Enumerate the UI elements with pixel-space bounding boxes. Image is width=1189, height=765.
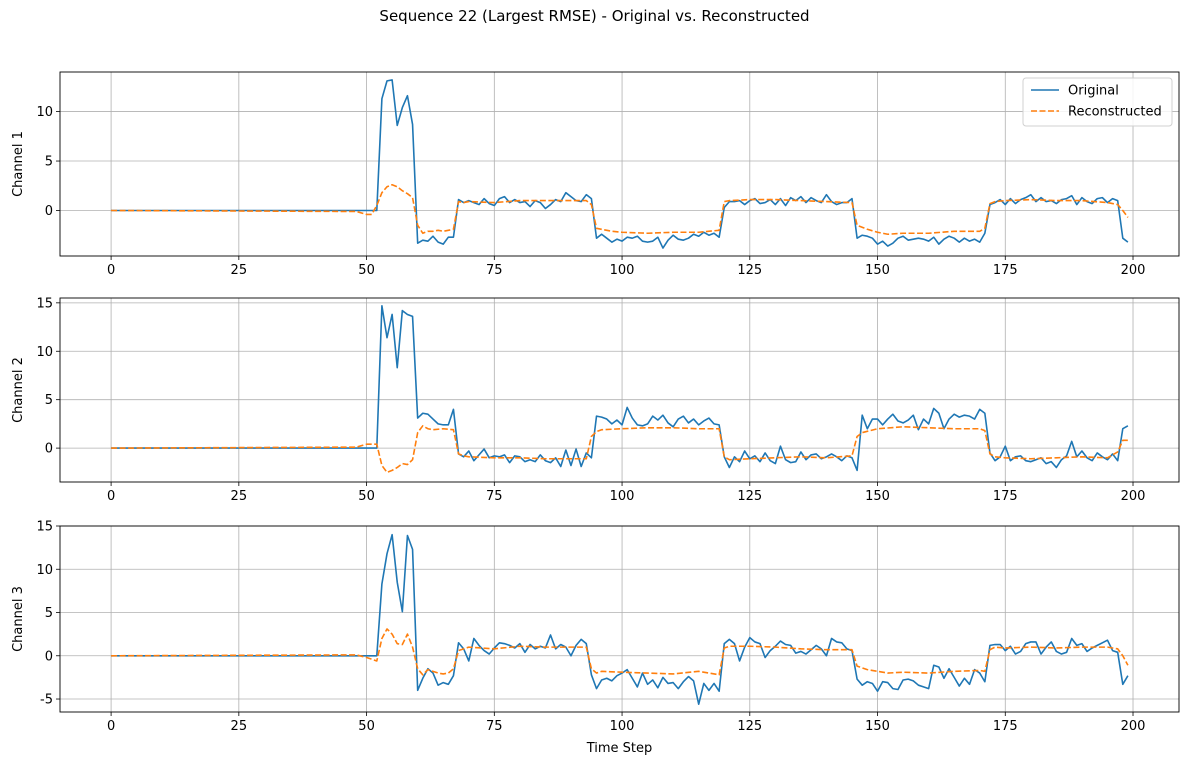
plot-frame <box>59 297 1180 483</box>
series-line-original <box>111 533 1129 706</box>
x-tick-label: 200 <box>1121 719 1146 734</box>
y-axis-label: Channel 2 <box>11 357 26 423</box>
y-tick-label: 10 <box>36 345 53 360</box>
legend-box <box>1022 77 1173 127</box>
y-tick-label: 5 <box>45 606 53 621</box>
y-axis-label: Channel 3 <box>11 586 26 652</box>
legend-label-original: Original <box>1068 84 1119 99</box>
x-tick-label: 100 <box>610 489 635 504</box>
x-tick-label: 0 <box>107 719 115 734</box>
x-axis-label: Time Step <box>586 741 653 756</box>
y-axis-label: Channel 1 <box>11 131 26 197</box>
x-tick-label: 150 <box>865 719 890 734</box>
x-tick-label: 75 <box>486 263 503 278</box>
x-tick-label: 200 <box>1121 263 1146 278</box>
x-tick-label: 25 <box>231 489 248 504</box>
x-tick-label: 175 <box>993 489 1018 504</box>
series-line-reconstructed <box>111 425 1128 474</box>
x-tick-label: 100 <box>610 719 635 734</box>
y-tick-label: 0 <box>45 442 53 457</box>
y-tick-label: 15 <box>36 520 53 535</box>
y-tick-label: 5 <box>45 393 53 408</box>
x-tick-label: 200 <box>1121 489 1146 504</box>
series-line-original <box>111 304 1129 472</box>
series-line-reconstructed <box>111 628 1129 676</box>
x-tick-label: 50 <box>358 263 375 278</box>
subplot-channel-2: 0 25 50 75 100 125 150 175 200 0 5 10 15 Channel 2 <box>11 296 1180 504</box>
y-tick-label: 10 <box>36 105 53 120</box>
x-tick-label: 0 <box>107 489 115 504</box>
subplot-channel-3: 0 25 50 75 100 125 150 175 200 -5 0 5 10 15 Channel 3 <box>11 520 1180 734</box>
x-tick-label: 125 <box>737 719 762 734</box>
x-tick-label: 50 <box>358 489 375 504</box>
x-tick-label: 25 <box>231 263 248 278</box>
x-tick-label: 150 <box>865 263 890 278</box>
x-tick-label: 75 <box>486 719 503 734</box>
y-tick-label: 0 <box>45 649 53 664</box>
y-tick-label: 15 <box>36 296 53 311</box>
x-tick-label: 50 <box>358 719 375 734</box>
y-tick-label: 10 <box>36 563 53 578</box>
y-tick-label: 0 <box>45 204 53 219</box>
x-tick-label: 0 <box>107 263 115 278</box>
y-tick-label: -5 <box>40 693 53 708</box>
legend: Original Reconstructed <box>1022 77 1173 127</box>
x-tick-label: 175 <box>993 263 1018 278</box>
x-tick-label: 175 <box>993 719 1018 734</box>
y-tick-label: 5 <box>45 155 53 170</box>
figure-title: Sequence 22 (Largest RMSE) - Original vs… <box>379 7 809 25</box>
x-tick-label: 75 <box>486 489 503 504</box>
x-tick-label: 125 <box>737 489 762 504</box>
x-tick-label: 100 <box>610 263 635 278</box>
x-tick-label: 25 <box>231 719 248 734</box>
series-line-original <box>111 79 1129 249</box>
x-tick-label: 125 <box>737 263 762 278</box>
subplot-channel-1: 0 25 50 75 100 125 150 175 200 0 5 10 Channel 1 Origi… <box>11 71 1180 278</box>
legend-label-reconstructed: Reconstructed <box>1068 105 1162 120</box>
x-tick-label: 150 <box>865 489 890 504</box>
plot-frame <box>59 71 1180 257</box>
plot-frame <box>59 525 1180 713</box>
series-line-reconstructed <box>111 183 1129 236</box>
